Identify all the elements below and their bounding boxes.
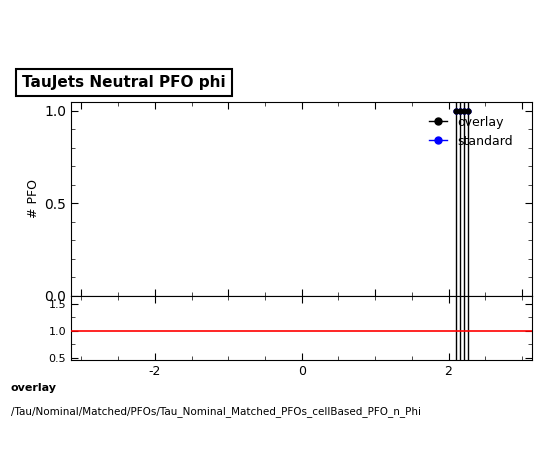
Text: overlay: overlay bbox=[11, 383, 57, 394]
Text: /Tau/Nominal/Matched/PFOs/Tau_Nominal_Matched_PFOs_cellBased_PFO_n_Phi: /Tau/Nominal/Matched/PFOs/Tau_Nominal_Ma… bbox=[11, 407, 421, 418]
Legend: overlay, standard: overlay, standard bbox=[425, 112, 517, 152]
Y-axis label: # PFO: # PFO bbox=[27, 179, 40, 218]
Text: TauJets Neutral PFO phi: TauJets Neutral PFO phi bbox=[22, 75, 225, 90]
